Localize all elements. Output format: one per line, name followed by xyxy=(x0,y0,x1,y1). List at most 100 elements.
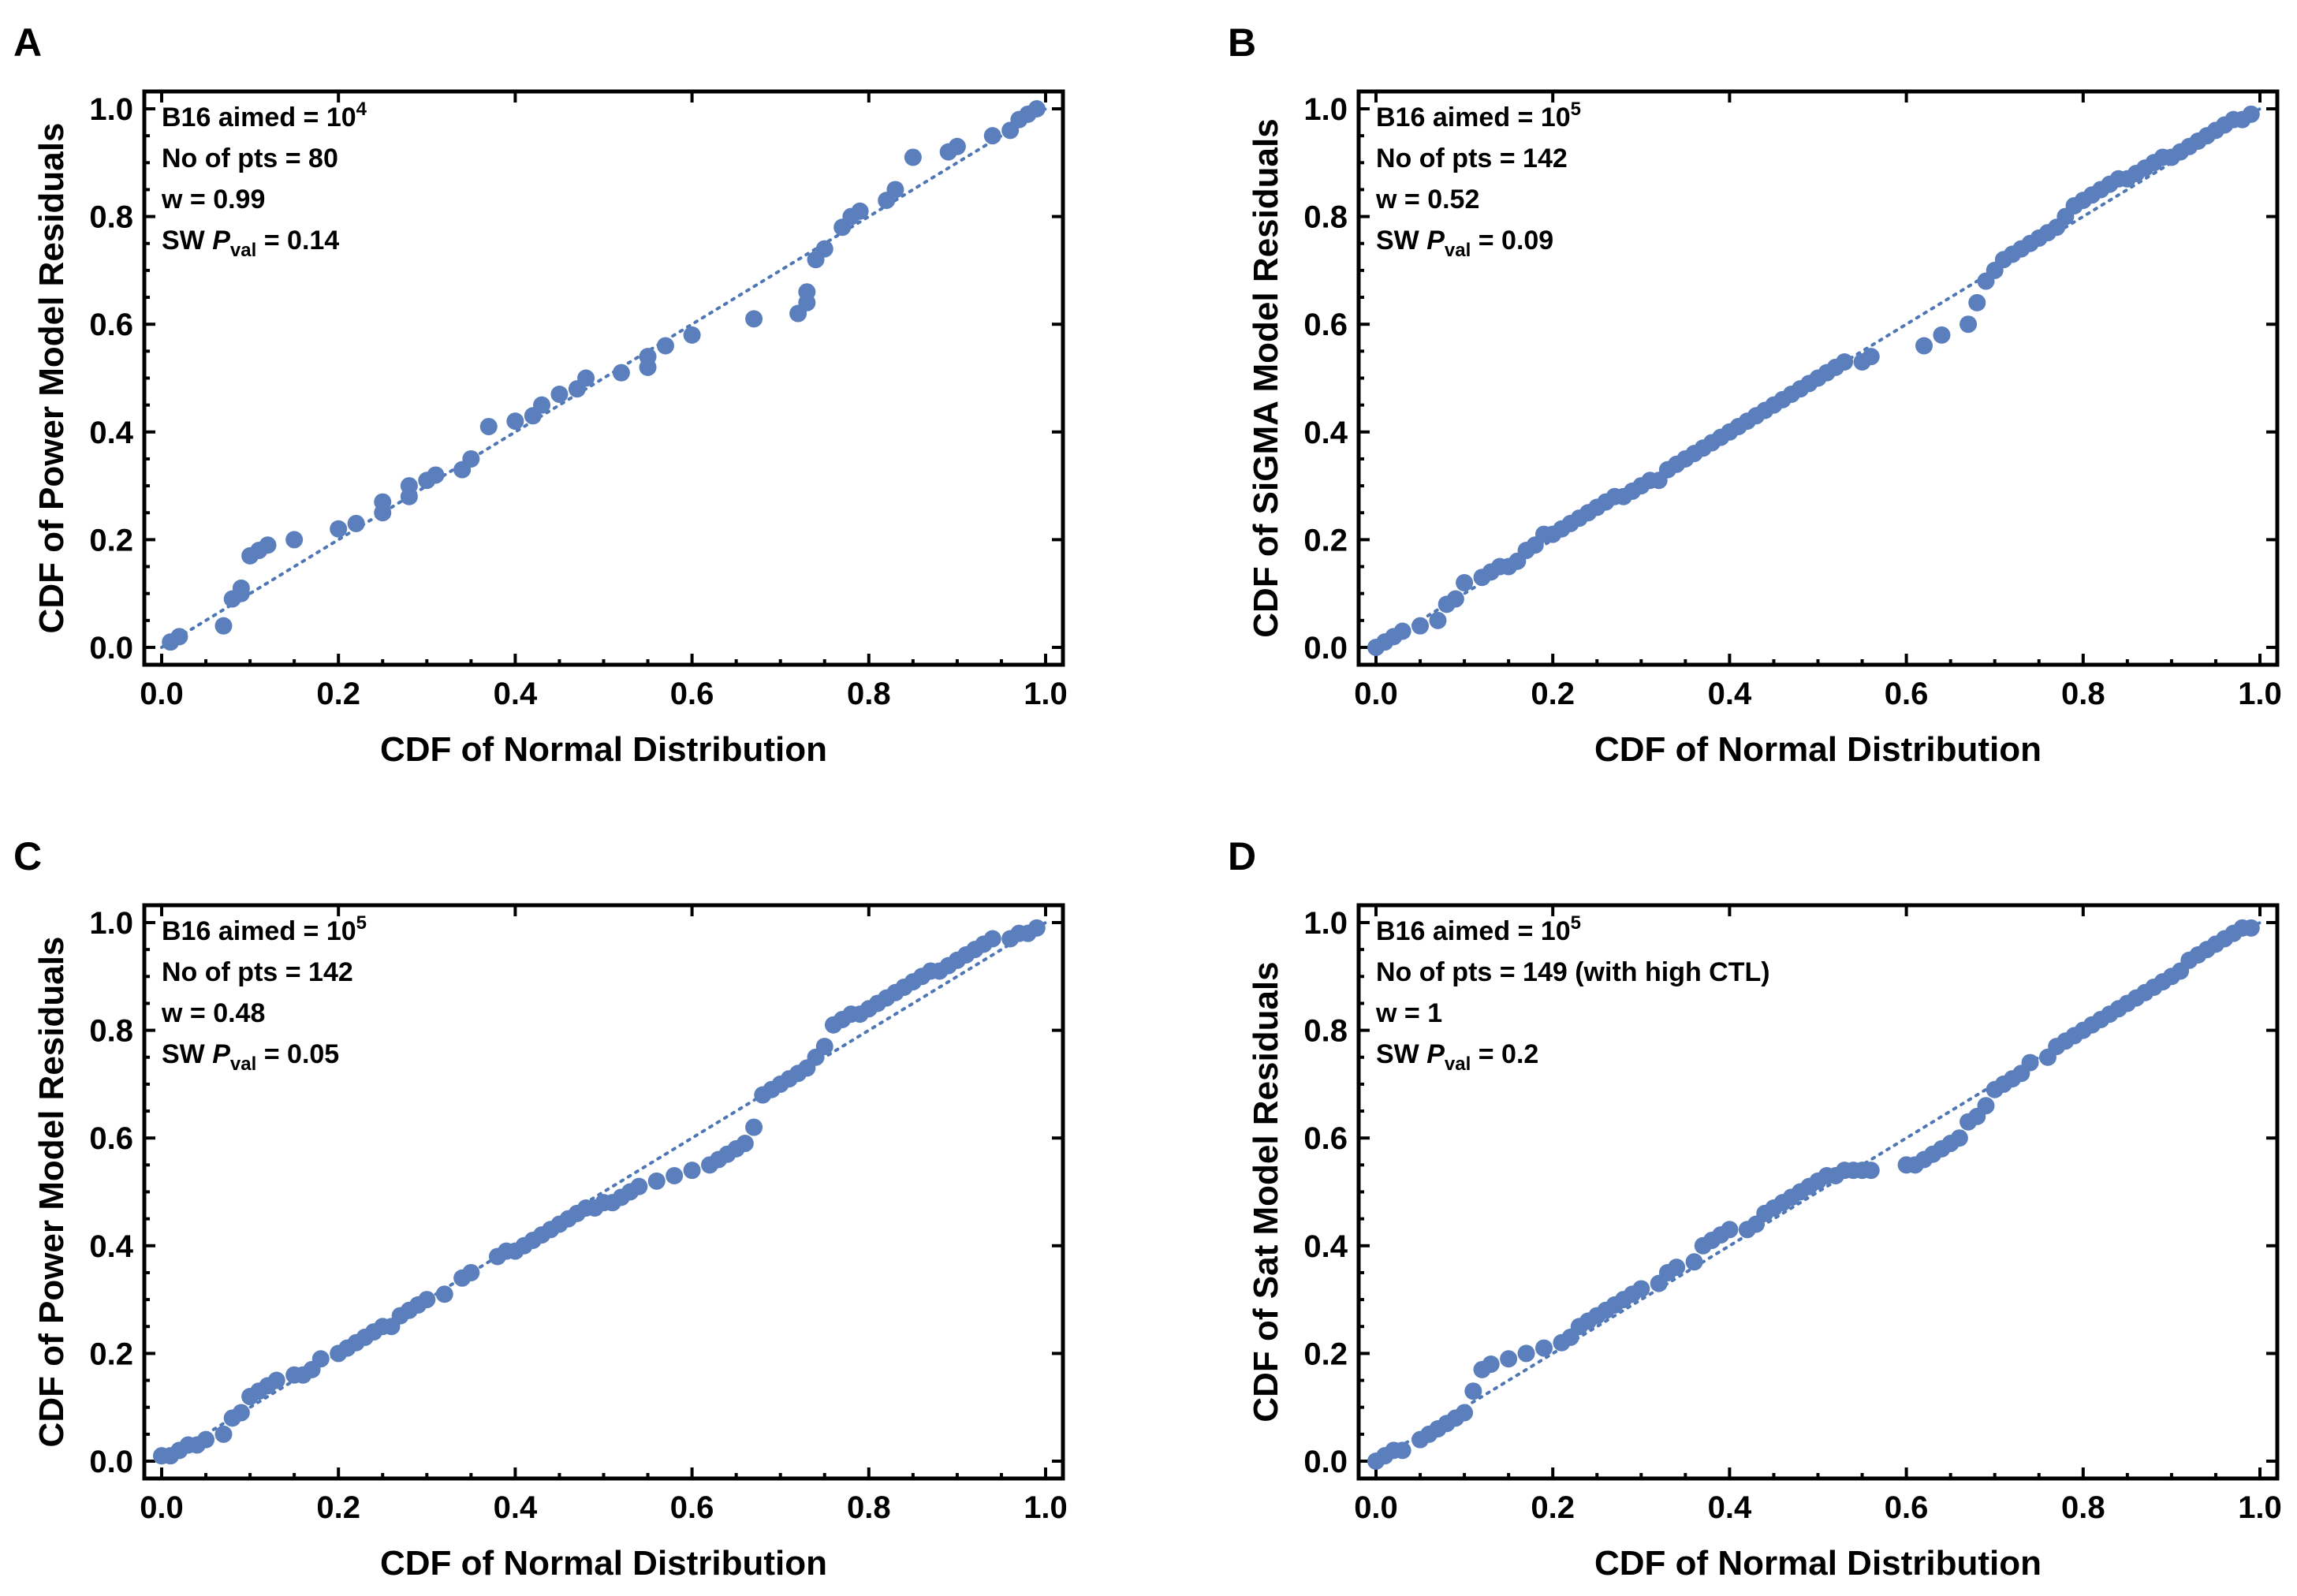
data-point xyxy=(285,531,304,549)
annotation-b16-aimed: B16 aimed = 104 xyxy=(162,99,367,132)
data-point xyxy=(2242,919,2260,937)
data-point xyxy=(1933,326,1951,344)
data-point xyxy=(435,1285,453,1303)
annotation-p-symbol: P xyxy=(1426,226,1445,255)
data-point xyxy=(683,326,701,344)
data-point xyxy=(197,1430,215,1449)
data-point xyxy=(1950,1129,1968,1147)
annotation-b16-exponent: 4 xyxy=(356,99,367,120)
data-point xyxy=(1411,617,1430,635)
x-tick-label: 0.8 xyxy=(2061,1490,2105,1525)
data-point xyxy=(267,1371,285,1389)
panel-a: A 0.0 0.2 0.4 0.6 0.8 1.0 0.0 0.2 0.4 0.6 0.8 1.0 CDF… xyxy=(13,21,1068,769)
annotation-b16-prefix: B16 aimed = 10 xyxy=(1376,103,1571,132)
data-point xyxy=(2021,1053,2039,1072)
plot-frame xyxy=(142,89,1065,667)
y-tick-label: 1.0 xyxy=(1303,92,1348,127)
data-point xyxy=(1027,919,1046,937)
data-point xyxy=(374,493,392,511)
annotation-p-subscript: val xyxy=(1445,1053,1471,1075)
panel-letter: A xyxy=(13,21,42,65)
data-point xyxy=(1862,1162,1880,1180)
data-point xyxy=(666,1167,684,1185)
x-tick-label: 0.2 xyxy=(1531,1490,1575,1525)
x-tick-label: 0.0 xyxy=(140,677,184,711)
y-tick-label: 1.0 xyxy=(1303,906,1348,941)
annotation-no-of-pts: No of pts = 142 xyxy=(162,957,353,987)
y-tick-label: 0.8 xyxy=(89,200,133,235)
data-point xyxy=(214,1425,233,1443)
annotation-no-of-pts: No of pts = 149 (with high CTL) xyxy=(1376,957,1770,987)
data-point xyxy=(479,417,498,435)
annotation-b16-prefix: B16 aimed = 10 xyxy=(162,103,356,132)
data-point xyxy=(1456,574,1474,592)
annotation-sw-prefix: SW xyxy=(1376,226,1426,255)
data-point xyxy=(259,536,277,554)
data-point xyxy=(1915,337,1933,355)
y-tick-label: 0.6 xyxy=(1303,1121,1348,1156)
data-point xyxy=(1456,1404,1474,1422)
x-axis-title: CDF of Normal Distribution xyxy=(380,1544,827,1583)
data-point xyxy=(647,1172,666,1190)
data-point xyxy=(533,396,551,414)
x-tick-label: 0.6 xyxy=(670,1490,714,1525)
annotation-w: w = 1 xyxy=(1375,998,1442,1028)
data-point xyxy=(1393,1441,1411,1460)
y-tick-label: 0.0 xyxy=(1303,1445,1348,1479)
x-tick-label: 0.2 xyxy=(316,1490,360,1525)
annotation-p-subscript: val xyxy=(230,1053,256,1075)
x-tick-label: 0.6 xyxy=(670,677,714,711)
data-point xyxy=(815,240,833,258)
data-point xyxy=(1721,1221,1739,1239)
data-point xyxy=(170,628,188,646)
annotation-b16-prefix: B16 aimed = 10 xyxy=(162,916,356,946)
data-point xyxy=(1464,1382,1482,1400)
annotation-sw-prefix: SW xyxy=(1376,1039,1426,1069)
data-point xyxy=(1632,1280,1650,1298)
x-tick-label: 0.4 xyxy=(1708,1490,1752,1525)
data-point xyxy=(745,1118,763,1136)
data-point xyxy=(400,477,418,495)
data-point xyxy=(1429,611,1447,629)
annotation-w: w = 0.48 xyxy=(161,998,265,1028)
x-axis-title: CDF of Normal Distribution xyxy=(380,730,827,769)
data-point xyxy=(1393,622,1411,640)
data-point xyxy=(1534,1339,1553,1357)
x-tick-label: 0.4 xyxy=(494,1490,538,1525)
annotation-p-symbol: P xyxy=(212,226,230,255)
x-tick-label: 0.8 xyxy=(847,1490,891,1525)
x-axis-title: CDF of Normal Distribution xyxy=(1594,1544,2042,1583)
panel-b: B 0.0 0.2 0.4 0.6 0.8 1.0 0.0 0.2 0.4 0.6 0.8 1.0 CDF… xyxy=(1228,21,2282,769)
annotation-p-subscript: val xyxy=(1445,240,1471,261)
data-point xyxy=(1668,1259,1686,1277)
y-tick-label: 0.4 xyxy=(1303,1229,1348,1264)
annotation-w: w = 0.52 xyxy=(1375,185,1479,214)
x-tick-label: 0.4 xyxy=(494,677,538,711)
annotation-p-symbol: P xyxy=(1426,1039,1445,1069)
annotation-p-value: = 0.05 xyxy=(256,1039,339,1069)
data-point xyxy=(418,1291,436,1309)
x-tick-label: 1.0 xyxy=(1024,677,1068,711)
plot-frame xyxy=(142,903,1065,1481)
annotation-p-value: = 0.14 xyxy=(256,226,339,255)
annotation-p-value: = 0.2 xyxy=(1471,1039,1538,1069)
data-point xyxy=(1517,1344,1535,1363)
x-tick-label: 0.2 xyxy=(1531,677,1575,711)
data-point xyxy=(639,348,657,366)
annotation-sw-pval: SW Pval = 0.2 xyxy=(1376,1039,1538,1075)
y-axis-title: CDF of Power Model Residuals xyxy=(32,123,71,634)
x-tick-label: 1.0 xyxy=(2238,677,2282,711)
data-point xyxy=(745,310,763,328)
y-tick-label: 0.2 xyxy=(1303,1337,1348,1371)
x-tick-label: 0.6 xyxy=(1885,1490,1929,1525)
data-point xyxy=(427,466,445,484)
panel-c: C 0.0 0.2 0.4 0.6 0.8 1.0 0.0 0.2 0.4 0.6 0.8 1.0 CDF… xyxy=(13,834,1068,1583)
y-tick-label: 1.0 xyxy=(89,92,133,127)
y-tick-label: 0.8 xyxy=(89,1014,133,1049)
data-point xyxy=(1960,315,1978,334)
data-point xyxy=(577,369,595,387)
panel-letter: D xyxy=(1228,834,1256,878)
y-axis-title: CDF of Sat Model Residuals xyxy=(1247,961,1285,1422)
y-tick-label: 0.4 xyxy=(1303,416,1348,450)
annotation-p-subscript: val xyxy=(230,240,256,261)
